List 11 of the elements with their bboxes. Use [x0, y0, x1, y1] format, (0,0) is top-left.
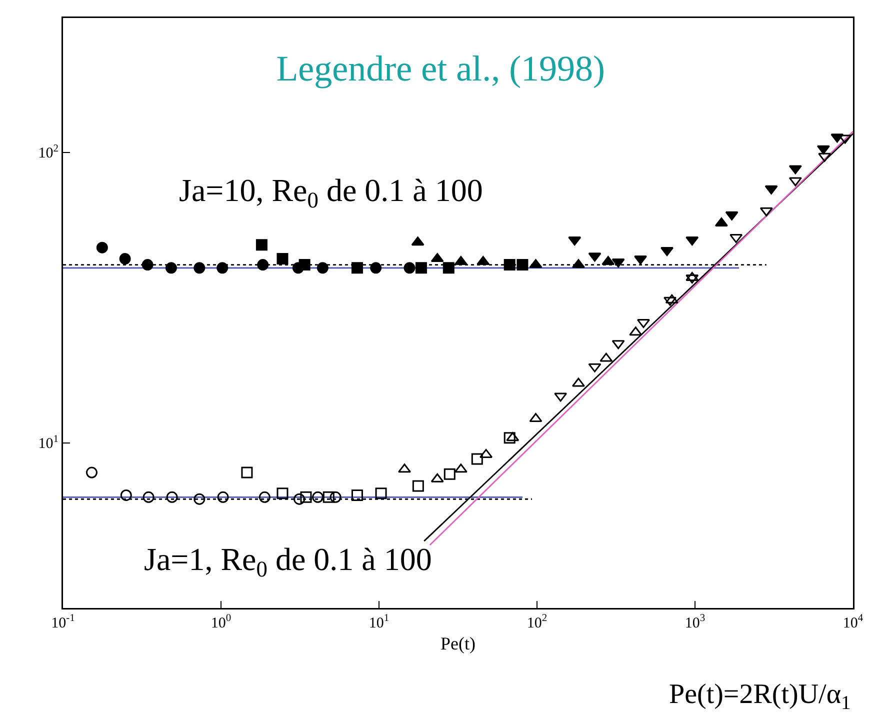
annotation: Ja=10, Re$_{0}$ de 0.1 à 100	[179, 172, 483, 213]
annotation: Ja=1, Re$_{0}$ de 0.1 à 100	[144, 541, 432, 582]
x-tick-label: 10$^{1}$	[368, 613, 390, 632]
text: Pe(t)=2R(t)U/α$_{1}$	[669, 679, 851, 714]
x-axis-title: Pe(t)	[440, 633, 476, 654]
x-tick-label: 10$^{0}$	[210, 613, 232, 632]
x-tick-label: 10$^{-1}$	[51, 613, 75, 632]
x-tick-label: 10$^{3}$	[684, 613, 706, 632]
x-tick-label: 10$^{2}$	[526, 613, 548, 632]
text: Legendre et al., (1998)	[276, 48, 606, 88]
x-tick-label: 10$^{4}$	[842, 613, 864, 632]
